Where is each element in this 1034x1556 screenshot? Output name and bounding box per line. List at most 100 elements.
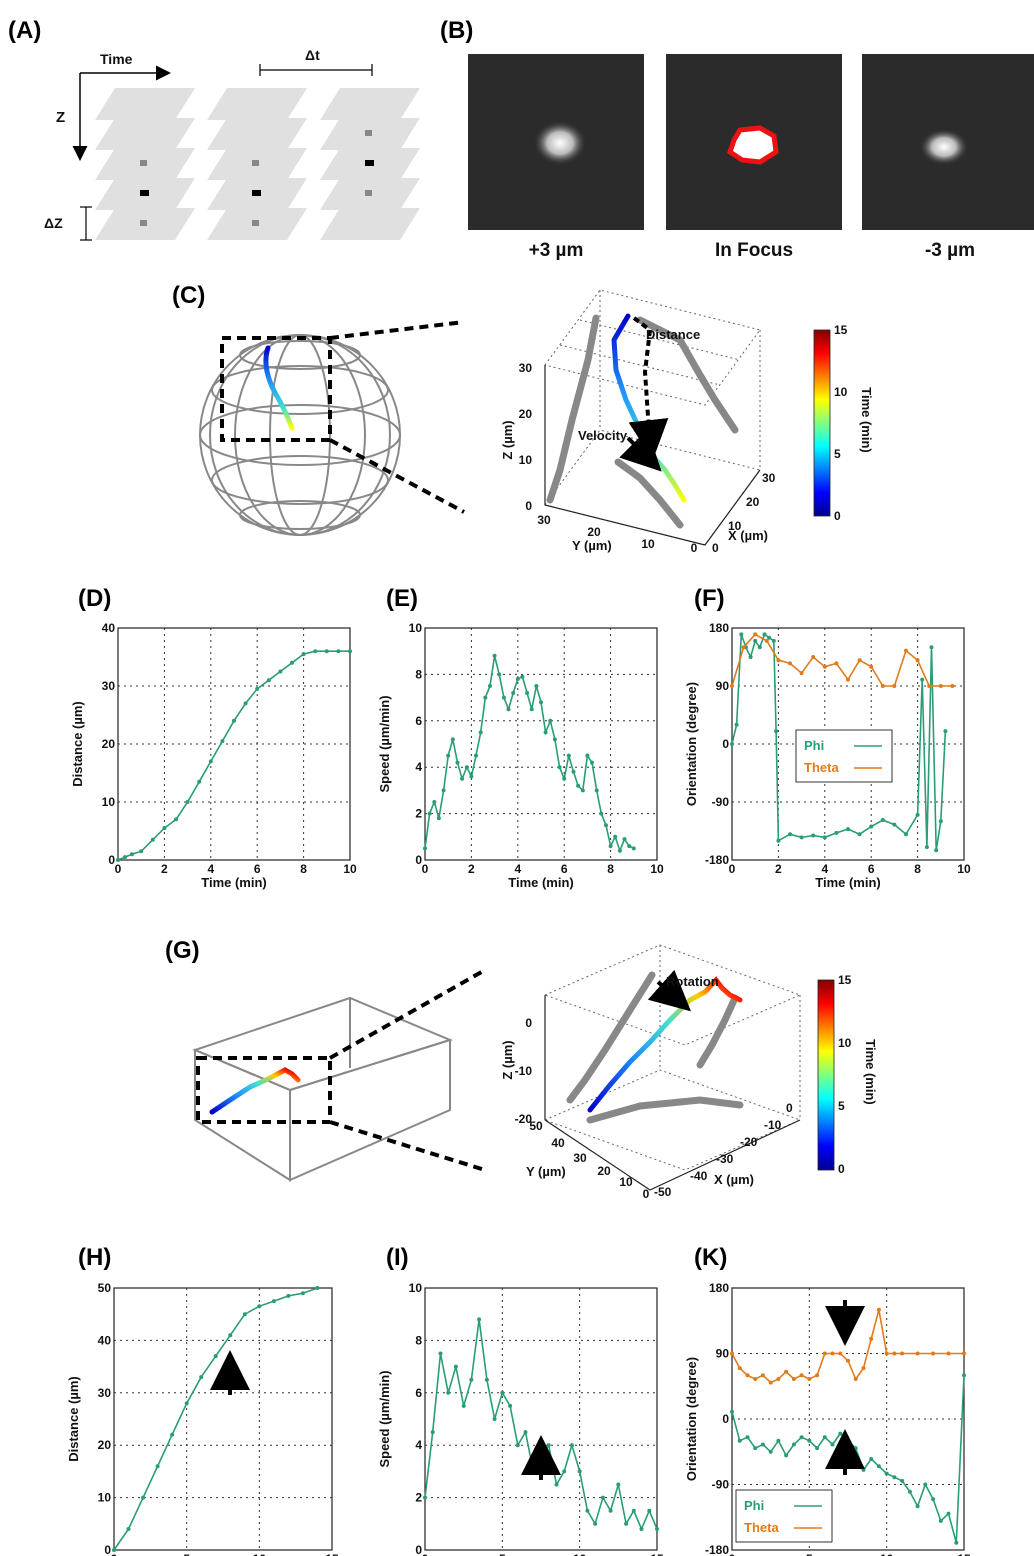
data-point bbox=[242, 1312, 247, 1317]
data-point bbox=[784, 1369, 789, 1374]
data-point bbox=[213, 1354, 218, 1359]
data-point bbox=[762, 632, 767, 637]
shadow-track-3-g bbox=[586, 1096, 744, 1124]
dz-label: ΔZ bbox=[44, 215, 63, 231]
data-point bbox=[869, 1336, 874, 1341]
data-point bbox=[927, 684, 932, 688]
data-point bbox=[861, 1366, 866, 1371]
data-point bbox=[488, 684, 492, 688]
data-point bbox=[492, 1417, 497, 1421]
c-ztick-30: 30 bbox=[519, 361, 533, 375]
data-point bbox=[531, 1469, 536, 1474]
data-point bbox=[915, 658, 920, 663]
panel-label-g: (G) bbox=[165, 937, 200, 964]
data-point bbox=[745, 1373, 750, 1378]
x-tick-label: 8 bbox=[300, 862, 307, 876]
data-point bbox=[757, 645, 762, 650]
plot-frame bbox=[731, 1287, 965, 1551]
data-point bbox=[962, 1351, 966, 1356]
data-point bbox=[300, 1291, 305, 1296]
data-point bbox=[427, 811, 432, 816]
cell-marker bbox=[140, 220, 147, 226]
x-tick-label: 10 bbox=[650, 862, 664, 876]
velocity-arrow bbox=[619, 429, 662, 472]
theta-series-line bbox=[731, 1309, 964, 1384]
shadow-track-yz bbox=[546, 314, 600, 504]
data-point bbox=[771, 638, 776, 643]
y-tick-label: 0 bbox=[722, 737, 729, 751]
caption-plus3: +3 µm bbox=[529, 240, 584, 261]
y-tick-label: 40 bbox=[98, 1333, 112, 1347]
data-point bbox=[753, 1446, 758, 1451]
panel-c-3d: Distance Velocity 30 20 10 0 Z (µm) 30 2… bbox=[199, 289, 874, 555]
g-xtick-m10: -10 bbox=[764, 1118, 782, 1132]
y-tick-label: 30 bbox=[98, 1386, 112, 1400]
y-axis-label: Distance (µm) bbox=[66, 1376, 81, 1462]
caption-in-focus: In Focus bbox=[715, 240, 793, 261]
data-point bbox=[453, 1364, 458, 1369]
data-point bbox=[760, 1442, 765, 1447]
data-point bbox=[594, 788, 599, 793]
data-point bbox=[915, 812, 920, 817]
data-point bbox=[869, 1457, 874, 1461]
panel-a-schematic: Time Z Δt ΔZ bbox=[44, 47, 420, 241]
data-point bbox=[430, 1430, 435, 1435]
g-ztick-m20: -20 bbox=[515, 1112, 533, 1126]
data-point bbox=[655, 1527, 659, 1531]
legend-entry: Theta bbox=[744, 1520, 779, 1535]
data-point bbox=[815, 1446, 820, 1451]
event-arrows bbox=[210, 1300, 865, 1480]
data-point bbox=[943, 729, 948, 734]
data-point bbox=[129, 852, 134, 857]
zoom-box-g bbox=[196, 1056, 332, 1124]
y-tick-label: -90 bbox=[712, 1478, 730, 1492]
chart-distance-g: 05101501020304050Time (min)Distance (µm) bbox=[66, 1281, 339, 1556]
g-xlabel: X (µm) bbox=[714, 1172, 754, 1187]
data-point bbox=[846, 677, 850, 682]
data-point bbox=[290, 660, 294, 665]
data-point bbox=[446, 1390, 451, 1395]
data-point bbox=[599, 811, 604, 816]
x-tick-label: 15 bbox=[650, 1552, 664, 1556]
data-point bbox=[834, 830, 839, 835]
data-point bbox=[799, 835, 804, 840]
x-tick-label: 4 bbox=[514, 862, 521, 876]
data-point bbox=[112, 1548, 116, 1552]
g-ytick-50: 50 bbox=[529, 1119, 543, 1133]
g-ytick-0: 0 bbox=[643, 1187, 650, 1201]
c-xtick-10: 10 bbox=[728, 519, 742, 533]
y-tick-label: 8 bbox=[415, 1333, 422, 1347]
data-point bbox=[627, 844, 632, 849]
data-point bbox=[741, 645, 746, 650]
y-tick-label: 0 bbox=[415, 853, 422, 867]
data-point bbox=[423, 846, 427, 851]
y-tick-label: 2 bbox=[415, 1491, 422, 1505]
y-tick-label: 20 bbox=[102, 737, 116, 751]
legend-entry: Phi bbox=[744, 1498, 764, 1513]
chart-distance-c: 0 2 4 6 8 10 0 10 20 30 40 Time (min) Distance (µm) bbox=[70, 621, 357, 890]
y-tick-label: 4 bbox=[415, 760, 422, 774]
data-point bbox=[255, 686, 260, 691]
data-point bbox=[807, 1438, 812, 1443]
data-point bbox=[799, 671, 804, 676]
data-point bbox=[846, 827, 850, 832]
series-line bbox=[113, 1287, 318, 1551]
data-point bbox=[286, 1293, 291, 1298]
panel-label-e: (E) bbox=[386, 585, 418, 612]
data-point bbox=[884, 1351, 889, 1356]
theta-series-line bbox=[731, 633, 953, 687]
c-cbar-15: 15 bbox=[834, 323, 848, 337]
cell-marker bbox=[365, 190, 372, 196]
data-point bbox=[543, 730, 548, 735]
c-zlabel: Z (µm) bbox=[500, 420, 515, 459]
data-point bbox=[776, 1377, 781, 1381]
g-ytick-40: 40 bbox=[551, 1136, 565, 1150]
data-point bbox=[929, 645, 934, 650]
c-xtick-30: 30 bbox=[762, 471, 776, 485]
data-point bbox=[760, 1373, 765, 1378]
panel-g-3d: Rotation 0 -10 -20 Z (µm) 50 40 30 20 10… bbox=[192, 944, 878, 1201]
data-point bbox=[336, 649, 341, 654]
data-point bbox=[324, 649, 329, 654]
data-point bbox=[539, 700, 543, 705]
